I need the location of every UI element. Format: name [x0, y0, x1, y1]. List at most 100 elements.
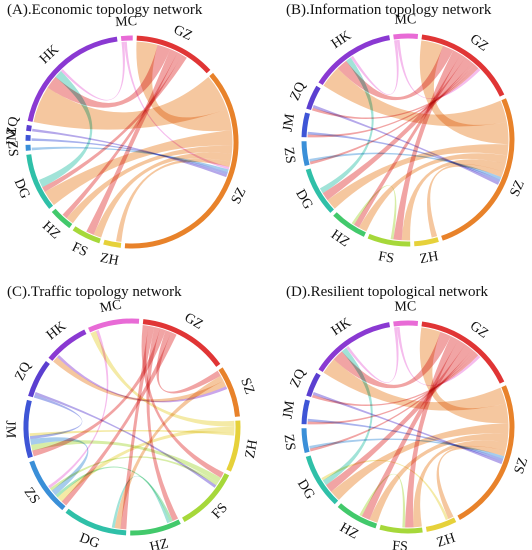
ribbon-zh-jm: [29, 429, 235, 437]
node-label-zs: ZS: [281, 146, 298, 164]
ribbon-sz-hk: [33, 76, 227, 130]
arc-hz: [51, 208, 73, 229]
arc-dg: [65, 508, 127, 536]
arc-zh: [103, 239, 122, 248]
ribbon-sz-hz: [358, 153, 508, 232]
arc-jm: [301, 112, 310, 138]
arc-sz: [218, 367, 240, 417]
ribbon-dg-hk: [322, 347, 373, 486]
arc-hz: [337, 503, 378, 529]
panel-c-title: (C).Traffic topology network: [7, 284, 182, 300]
ribbon-jm-zq: [29, 394, 83, 440]
node-label-dg: DG: [11, 177, 33, 201]
ribbon-fs-zs: [49, 456, 218, 491]
ribbon-sz-dg: [331, 422, 509, 500]
panel-b-arcs: [301, 33, 515, 247]
arc-zs: [301, 141, 310, 166]
ribbon-fs-hz: [359, 473, 406, 528]
ribbon-gz-hz: [361, 339, 466, 520]
arc-zs: [29, 460, 66, 511]
arc-zh: [425, 517, 457, 532]
arc-hz: [333, 212, 366, 237]
arc-gz: [142, 319, 221, 367]
node-label-mc: MC: [99, 298, 123, 317]
ribbon-zq-sz: [312, 392, 503, 465]
node-label-jm: JM: [281, 112, 298, 132]
arc-sz: [441, 98, 515, 241]
ribbon-sz-gz: [419, 327, 509, 424]
arc-hk: [318, 322, 391, 373]
arc-hk: [27, 36, 118, 122]
node-label-zh: ZH: [99, 251, 120, 269]
node-label-hk: HK: [44, 319, 69, 343]
arc-zq: [28, 360, 50, 398]
panel-d-arcs: [301, 320, 515, 534]
node-label-zh: ZH: [243, 439, 261, 460]
arc-dg: [305, 455, 339, 505]
arc-zh: [414, 237, 439, 247]
ribbon-gz-fs: [405, 336, 459, 528]
ribbon-gz-jm: [307, 351, 477, 425]
ribbon-gz-dg: [322, 57, 473, 201]
panel-a-title: (A).Economic topology network: [7, 2, 203, 18]
ribbon-sz-zh: [426, 164, 504, 238]
ribbon-gz-zq: [311, 66, 479, 120]
node-label-zh: ZH: [419, 249, 440, 267]
node-label-hz: HZ: [39, 219, 63, 243]
ribbon-gz-zq: [311, 353, 479, 407]
ribbon-mc-zs: [48, 330, 109, 489]
ribbon-zq-sz: [32, 128, 228, 178]
arc-dg: [26, 154, 54, 209]
node-label-gz: GZ: [171, 22, 194, 43]
node-label-zq: ZQ: [288, 367, 309, 390]
panel-a-arcs: [25, 35, 239, 249]
ribbon-sz-hz: [66, 145, 233, 224]
ribbon-zs-jm: [30, 437, 89, 496]
ribbon-sz-fs: [401, 159, 506, 241]
arc-fs: [367, 233, 411, 247]
ribbon-gz-dg: [326, 344, 473, 492]
node-label-fs: FS: [209, 501, 231, 523]
ribbon-gz-hk: [47, 44, 171, 108]
ribbon-gz-zs: [61, 332, 177, 506]
node-label-zq: ZQ: [4, 116, 21, 136]
node-label-hk: HK: [329, 28, 354, 52]
node-label-mc: MC: [394, 299, 416, 314]
node-label-jm: JM: [281, 399, 298, 419]
panel-a-ribbons: [31, 41, 233, 242]
panel-a: (A).Economic topology network MC GZ SZ ZH FS…: [4, 2, 249, 269]
arc-fs: [379, 524, 423, 534]
ribbon-gz-fs: [393, 50, 461, 241]
ribbon-gz-hk: [333, 331, 451, 389]
ribbon-sz-hk: [323, 68, 507, 127]
node-label-zs: ZS: [281, 433, 298, 451]
panel-d-title: (D).Resilient topological network: [286, 284, 489, 300]
ribbon-dg-hk: [38, 71, 93, 188]
arc-dg: [305, 168, 335, 213]
node-label-gz: GZ: [467, 32, 491, 55]
node-label-fs: FS: [69, 240, 90, 260]
panel-b-ribbons: [307, 39, 509, 241]
arc-jm: [301, 399, 310, 425]
node-label-zq: ZQ: [288, 80, 309, 103]
node-label-mc: MC: [394, 12, 416, 27]
ribbon-zq-sz: [312, 105, 500, 185]
node-label-fs: FS: [392, 539, 409, 550]
ribbon-sz-gz: [136, 41, 232, 132]
node-label-gz: GZ: [182, 310, 206, 332]
arc-mc: [393, 320, 419, 327]
node-label-zs: ZS: [21, 485, 43, 507]
panel-c-arcs: [23, 318, 241, 536]
arc-sz: [457, 385, 515, 521]
ribbon-gz-jm: [307, 64, 477, 138]
arc-mc: [120, 35, 133, 42]
arc-zh: [226, 420, 241, 472]
panel-b-title: (B).Information topology network: [286, 2, 492, 18]
node-label-zh: ZH: [435, 531, 457, 550]
arc-hk: [318, 35, 391, 86]
node-label-jm: JM: [2, 420, 17, 439]
arc-hz: [130, 519, 181, 536]
panel-c: (C).Traffic topology network GZ SZ ZH FS HZ D…: [2, 284, 261, 550]
